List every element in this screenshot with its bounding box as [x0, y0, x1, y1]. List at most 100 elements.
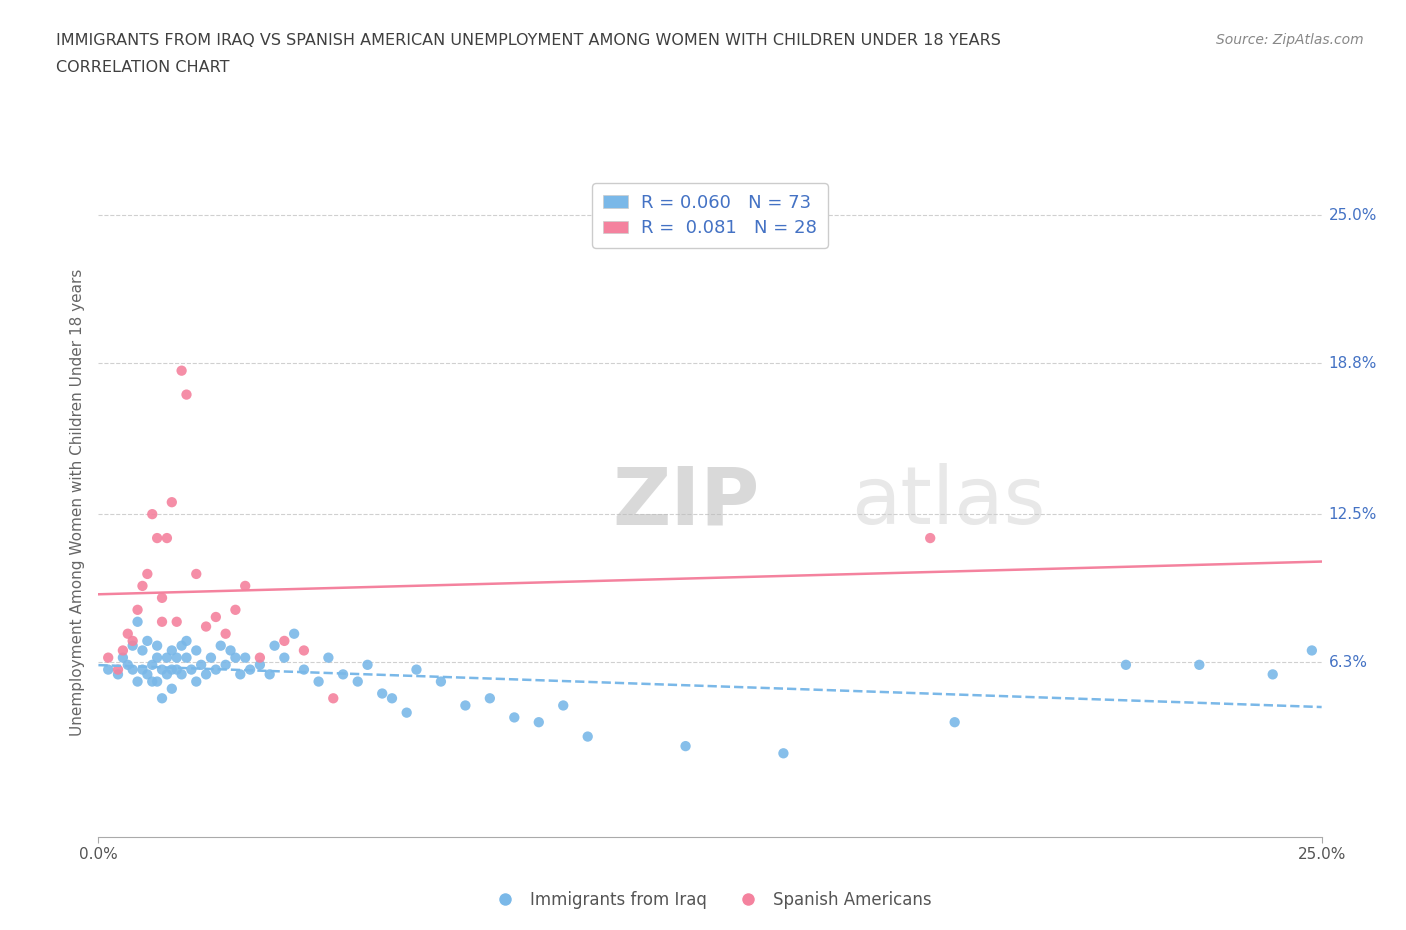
Point — [170, 638, 193, 653]
Point — [200, 650, 222, 665]
Point — [356, 658, 378, 672]
Point — [283, 626, 305, 641]
Point — [170, 364, 193, 379]
Point — [146, 638, 169, 653]
Point — [273, 633, 295, 648]
Point — [127, 674, 149, 689]
Point — [322, 691, 344, 706]
Point — [150, 615, 173, 630]
Text: atlas: atlas — [851, 463, 1045, 541]
Point — [131, 662, 153, 677]
Point — [150, 662, 173, 677]
Point — [176, 633, 198, 648]
Point — [166, 615, 188, 630]
Point — [111, 643, 134, 658]
Point — [772, 746, 794, 761]
Point — [97, 662, 120, 677]
Point — [150, 691, 173, 706]
Point — [117, 658, 139, 672]
Point — [233, 650, 256, 665]
Point — [97, 650, 120, 665]
Point — [308, 674, 330, 689]
Point — [195, 619, 218, 634]
Point — [136, 667, 159, 682]
Point — [346, 674, 368, 689]
Point — [156, 667, 179, 682]
Point — [405, 662, 427, 677]
Point — [121, 638, 143, 653]
Point — [273, 650, 295, 665]
Point — [318, 650, 340, 665]
Point — [381, 691, 404, 706]
Point — [224, 650, 246, 665]
Point — [160, 643, 183, 658]
Point — [180, 662, 202, 677]
Point — [503, 710, 526, 724]
Point — [219, 643, 242, 658]
Point — [166, 662, 188, 677]
Point — [146, 674, 169, 689]
Text: IMMIGRANTS FROM IRAQ VS SPANISH AMERICAN UNEMPLOYMENT AMONG WOMEN WITH CHILDREN : IMMIGRANTS FROM IRAQ VS SPANISH AMERICAN… — [56, 33, 1001, 47]
Point — [150, 591, 173, 605]
Point — [478, 691, 501, 706]
Point — [117, 626, 139, 641]
Point — [259, 667, 281, 682]
Point — [160, 662, 183, 677]
Legend: Immigrants from Iraq, Spanish Americans: Immigrants from Iraq, Spanish Americans — [481, 884, 939, 916]
Point — [156, 531, 179, 546]
Point — [292, 643, 315, 658]
Point — [127, 615, 149, 630]
Point — [146, 650, 169, 665]
Point — [111, 650, 134, 665]
Text: Source: ZipAtlas.com: Source: ZipAtlas.com — [1216, 33, 1364, 46]
Point — [214, 658, 236, 672]
Point — [141, 658, 163, 672]
Point — [107, 662, 129, 677]
Point — [121, 633, 143, 648]
Point — [160, 682, 183, 697]
Point — [454, 698, 477, 713]
Point — [146, 531, 169, 546]
Point — [141, 507, 163, 522]
Point — [170, 667, 193, 682]
Point — [131, 643, 153, 658]
Point — [107, 667, 129, 682]
Y-axis label: Unemployment Among Women with Children Under 18 years: Unemployment Among Women with Children U… — [70, 269, 86, 736]
Point — [160, 495, 183, 510]
Point — [176, 650, 198, 665]
Text: CORRELATION CHART: CORRELATION CHART — [56, 60, 229, 75]
Point — [127, 603, 149, 618]
Point — [229, 667, 252, 682]
Point — [576, 729, 599, 744]
Text: 6.3%: 6.3% — [1329, 655, 1368, 670]
Point — [239, 662, 262, 677]
Point — [166, 650, 188, 665]
Point — [292, 662, 315, 677]
Point — [553, 698, 575, 713]
Point — [332, 667, 354, 682]
Point — [263, 638, 285, 653]
Point — [186, 674, 208, 689]
Text: 12.5%: 12.5% — [1329, 507, 1376, 522]
Point — [943, 715, 966, 730]
Point — [195, 667, 218, 682]
Point — [1188, 658, 1211, 672]
Text: ZIP: ZIP — [612, 463, 759, 541]
Point — [1261, 667, 1284, 682]
Point — [121, 662, 143, 677]
Point — [430, 674, 453, 689]
Point — [156, 650, 179, 665]
Point — [395, 705, 418, 720]
Point — [205, 609, 228, 624]
Point — [209, 638, 232, 653]
Point — [527, 715, 550, 730]
Point — [136, 633, 159, 648]
Point — [1301, 643, 1323, 658]
Point — [205, 662, 228, 677]
Point — [233, 578, 256, 593]
Point — [214, 626, 236, 641]
Point — [249, 658, 271, 672]
Point — [186, 566, 208, 581]
Point — [141, 674, 163, 689]
Point — [190, 658, 212, 672]
